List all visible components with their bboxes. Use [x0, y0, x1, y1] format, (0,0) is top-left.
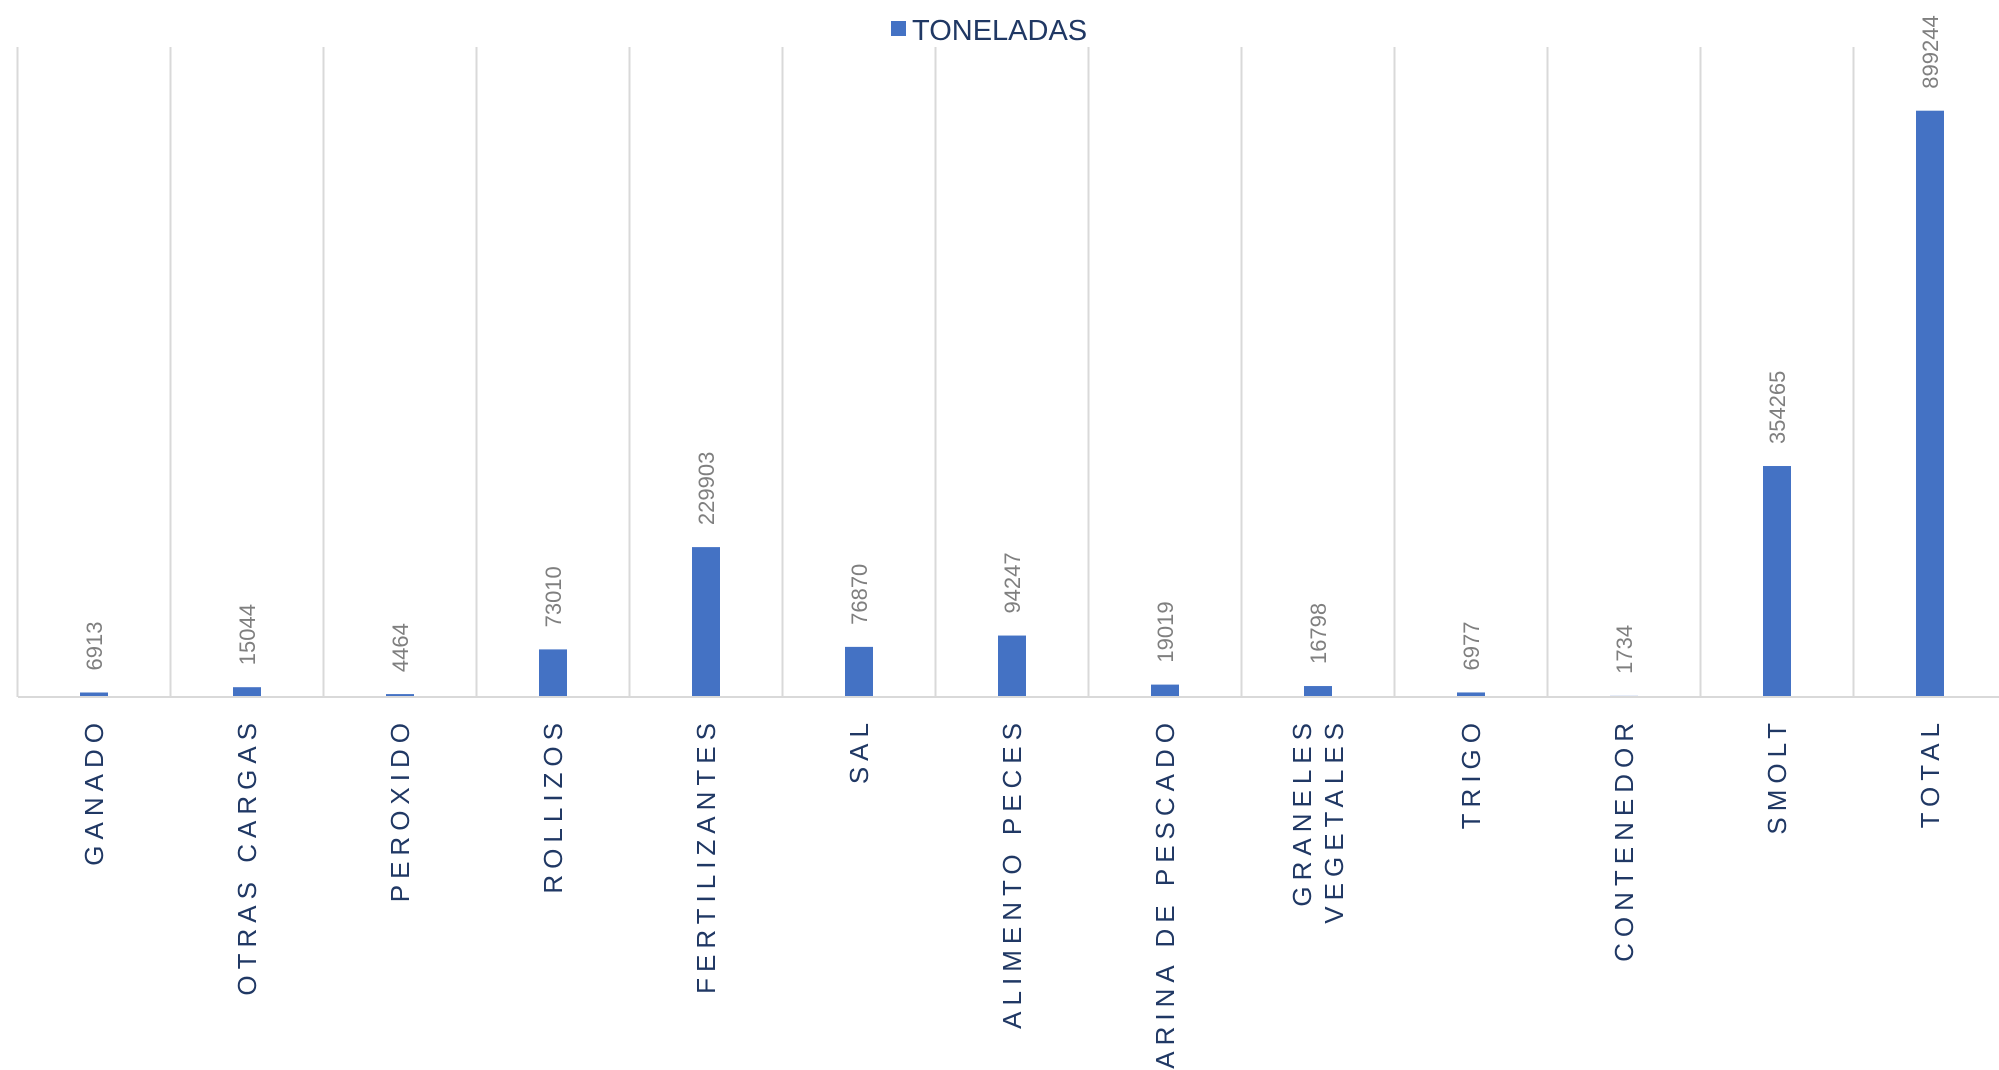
data-label: 4464	[388, 623, 413, 672]
legend-label: TONELADAS	[912, 15, 1087, 47]
category-label: GRANELES	[1287, 717, 1317, 907]
data-label: 354265	[1765, 371, 1790, 444]
category-label: HARINA DE PESCADO	[1150, 717, 1180, 1070]
gridlines	[16, 47, 1855, 697]
category-label: FERTILIZANTES	[691, 717, 721, 994]
legend-swatch	[891, 21, 906, 36]
bars	[80, 110, 1944, 697]
category-label: ROLLIZOS	[538, 717, 568, 894]
data-label: 1734	[1612, 625, 1637, 674]
bar	[539, 649, 567, 697]
data-label: 73010	[541, 566, 566, 627]
category-label: TRIGO	[1456, 717, 1486, 829]
data-label: 15044	[235, 604, 260, 665]
bar	[80, 692, 108, 697]
data-label: 94247	[1000, 552, 1025, 613]
data-label: 6913	[82, 622, 107, 671]
bar	[233, 687, 261, 697]
data-label: 19019	[1153, 601, 1178, 662]
data-label: 76870	[847, 564, 872, 625]
data-label: 229903	[694, 452, 719, 525]
category-label: VEGETALES	[1319, 717, 1349, 924]
category-label: SMOLT	[1762, 717, 1792, 835]
bar	[1916, 110, 1944, 697]
bar	[1304, 686, 1332, 697]
category-label: ALIMENTO PECES	[997, 717, 1027, 1029]
legend: TONELADAS	[891, 15, 1087, 47]
data-label: 899244	[1918, 15, 1943, 88]
data-label: 6977	[1459, 621, 1484, 670]
bar	[845, 646, 873, 697]
bar	[386, 694, 414, 697]
category-labels: GANADO OTRAS CARGAS PEROXIDO ROLLIZOS FERTIL…	[79, 717, 1945, 1070]
category-label: OTRAS CARGAS	[232, 717, 262, 996]
data-label: 16798	[1306, 603, 1331, 664]
bar	[692, 547, 720, 697]
data-labels: 6913 15044 4464 73010 229903 76870 94247 19019 1…	[82, 15, 1943, 674]
bar	[998, 635, 1026, 697]
category-label: PEROXIDO	[385, 717, 415, 902]
bar	[1763, 466, 1791, 697]
category-label: TOTAL	[1915, 717, 1945, 828]
bar	[1151, 684, 1179, 697]
category-label: GANADO	[79, 717, 109, 866]
category-label: CONTENEDOR	[1609, 717, 1639, 962]
bar	[1457, 692, 1485, 697]
category-label: SAL	[844, 717, 874, 784]
